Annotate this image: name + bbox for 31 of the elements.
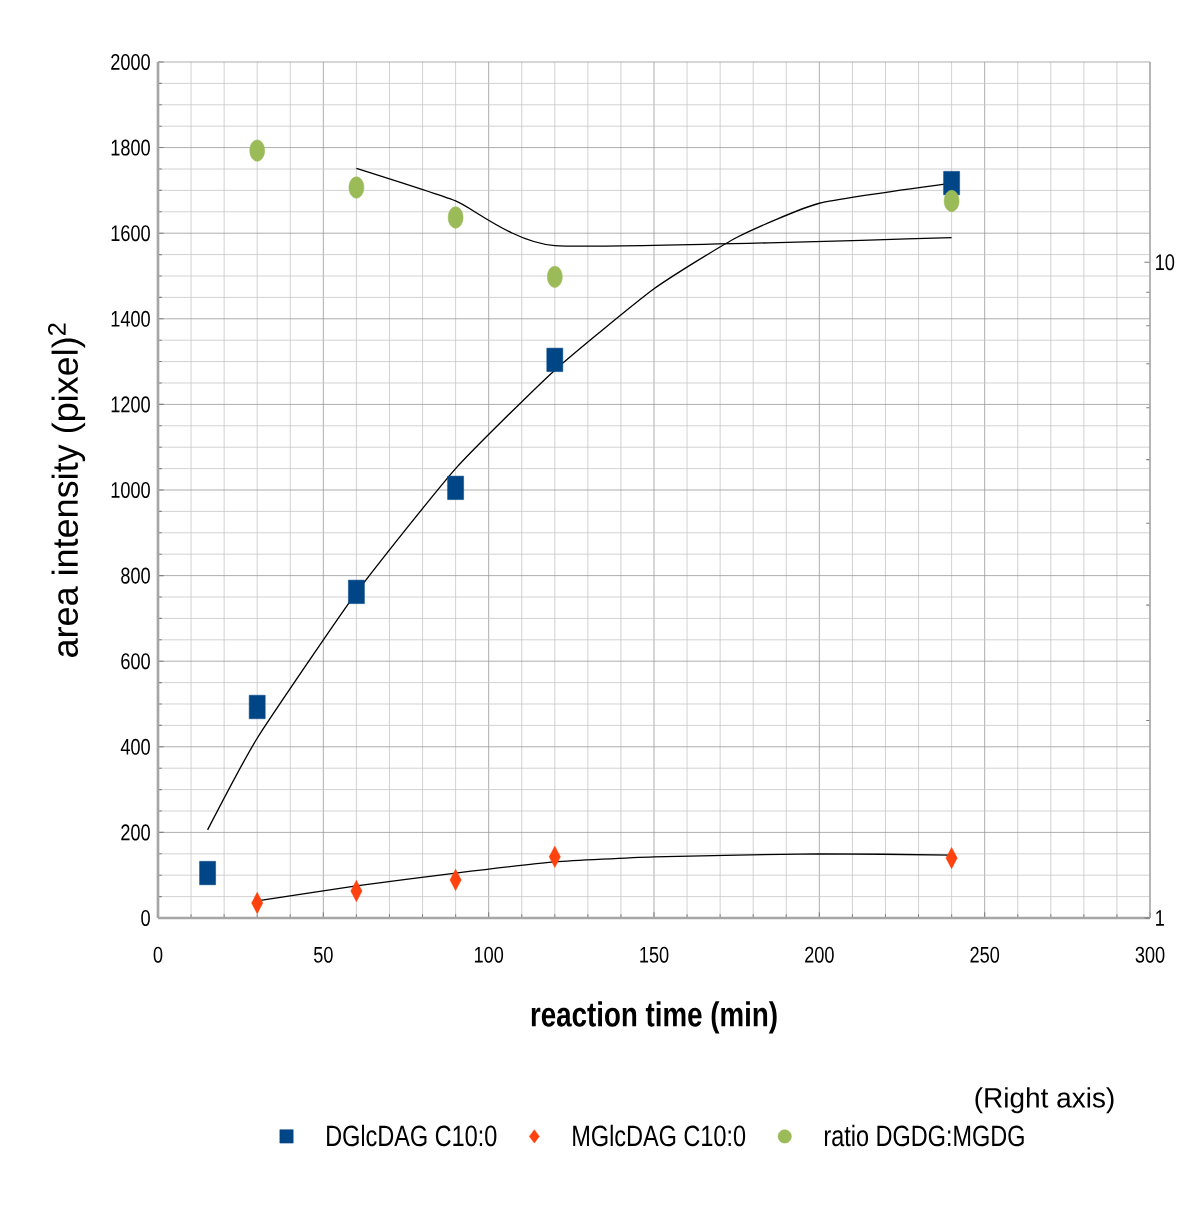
y-tick-label: 1600 [111,225,150,242]
legend-label: DGlcDAG C10:0 [327,1124,497,1147]
y-tick-label: 1200 [111,396,150,413]
x-tick-label: 0 [153,946,163,963]
point [943,190,960,212]
legend-label: ratio DGDG:MGDG [824,1124,1024,1147]
y-tick-label: 1000 [111,481,150,499]
y2-tick-label: 10 [1156,254,1175,271]
x-axis-title: reaction time (min) [531,1001,777,1034]
y-tick-label: 600 [121,653,150,670]
point [248,694,266,719]
x-tick-label: 100 [474,946,504,963]
x-tick-label: 150 [640,946,669,963]
x-tick-label: 250 [970,946,1000,963]
point [546,347,564,372]
y2-tick-label: 1 [1156,910,1164,926]
y-tick-label: 0 [141,909,150,927]
y-tick-label: 1400 [111,310,150,327]
y-tick-label: 400 [120,738,150,755]
y-tick-label: 800 [121,567,150,584]
y-tick-label: 200 [121,824,150,841]
y-tick-label: 2000 [111,53,150,71]
text: (Right axis) [975,1087,1114,1114]
point [447,206,464,229]
point [348,176,365,199]
x-tick-label: 50 [313,946,333,963]
x-tick-label: 300 [1135,946,1165,963]
y-axis-title: area intensity (pixel)$^{2}$ [48,323,86,657]
y-tick-label: 1800 [111,139,150,156]
x-tick-label: 200 [805,946,834,963]
legend-label: MGlcDAG C10:0 [573,1124,746,1147]
